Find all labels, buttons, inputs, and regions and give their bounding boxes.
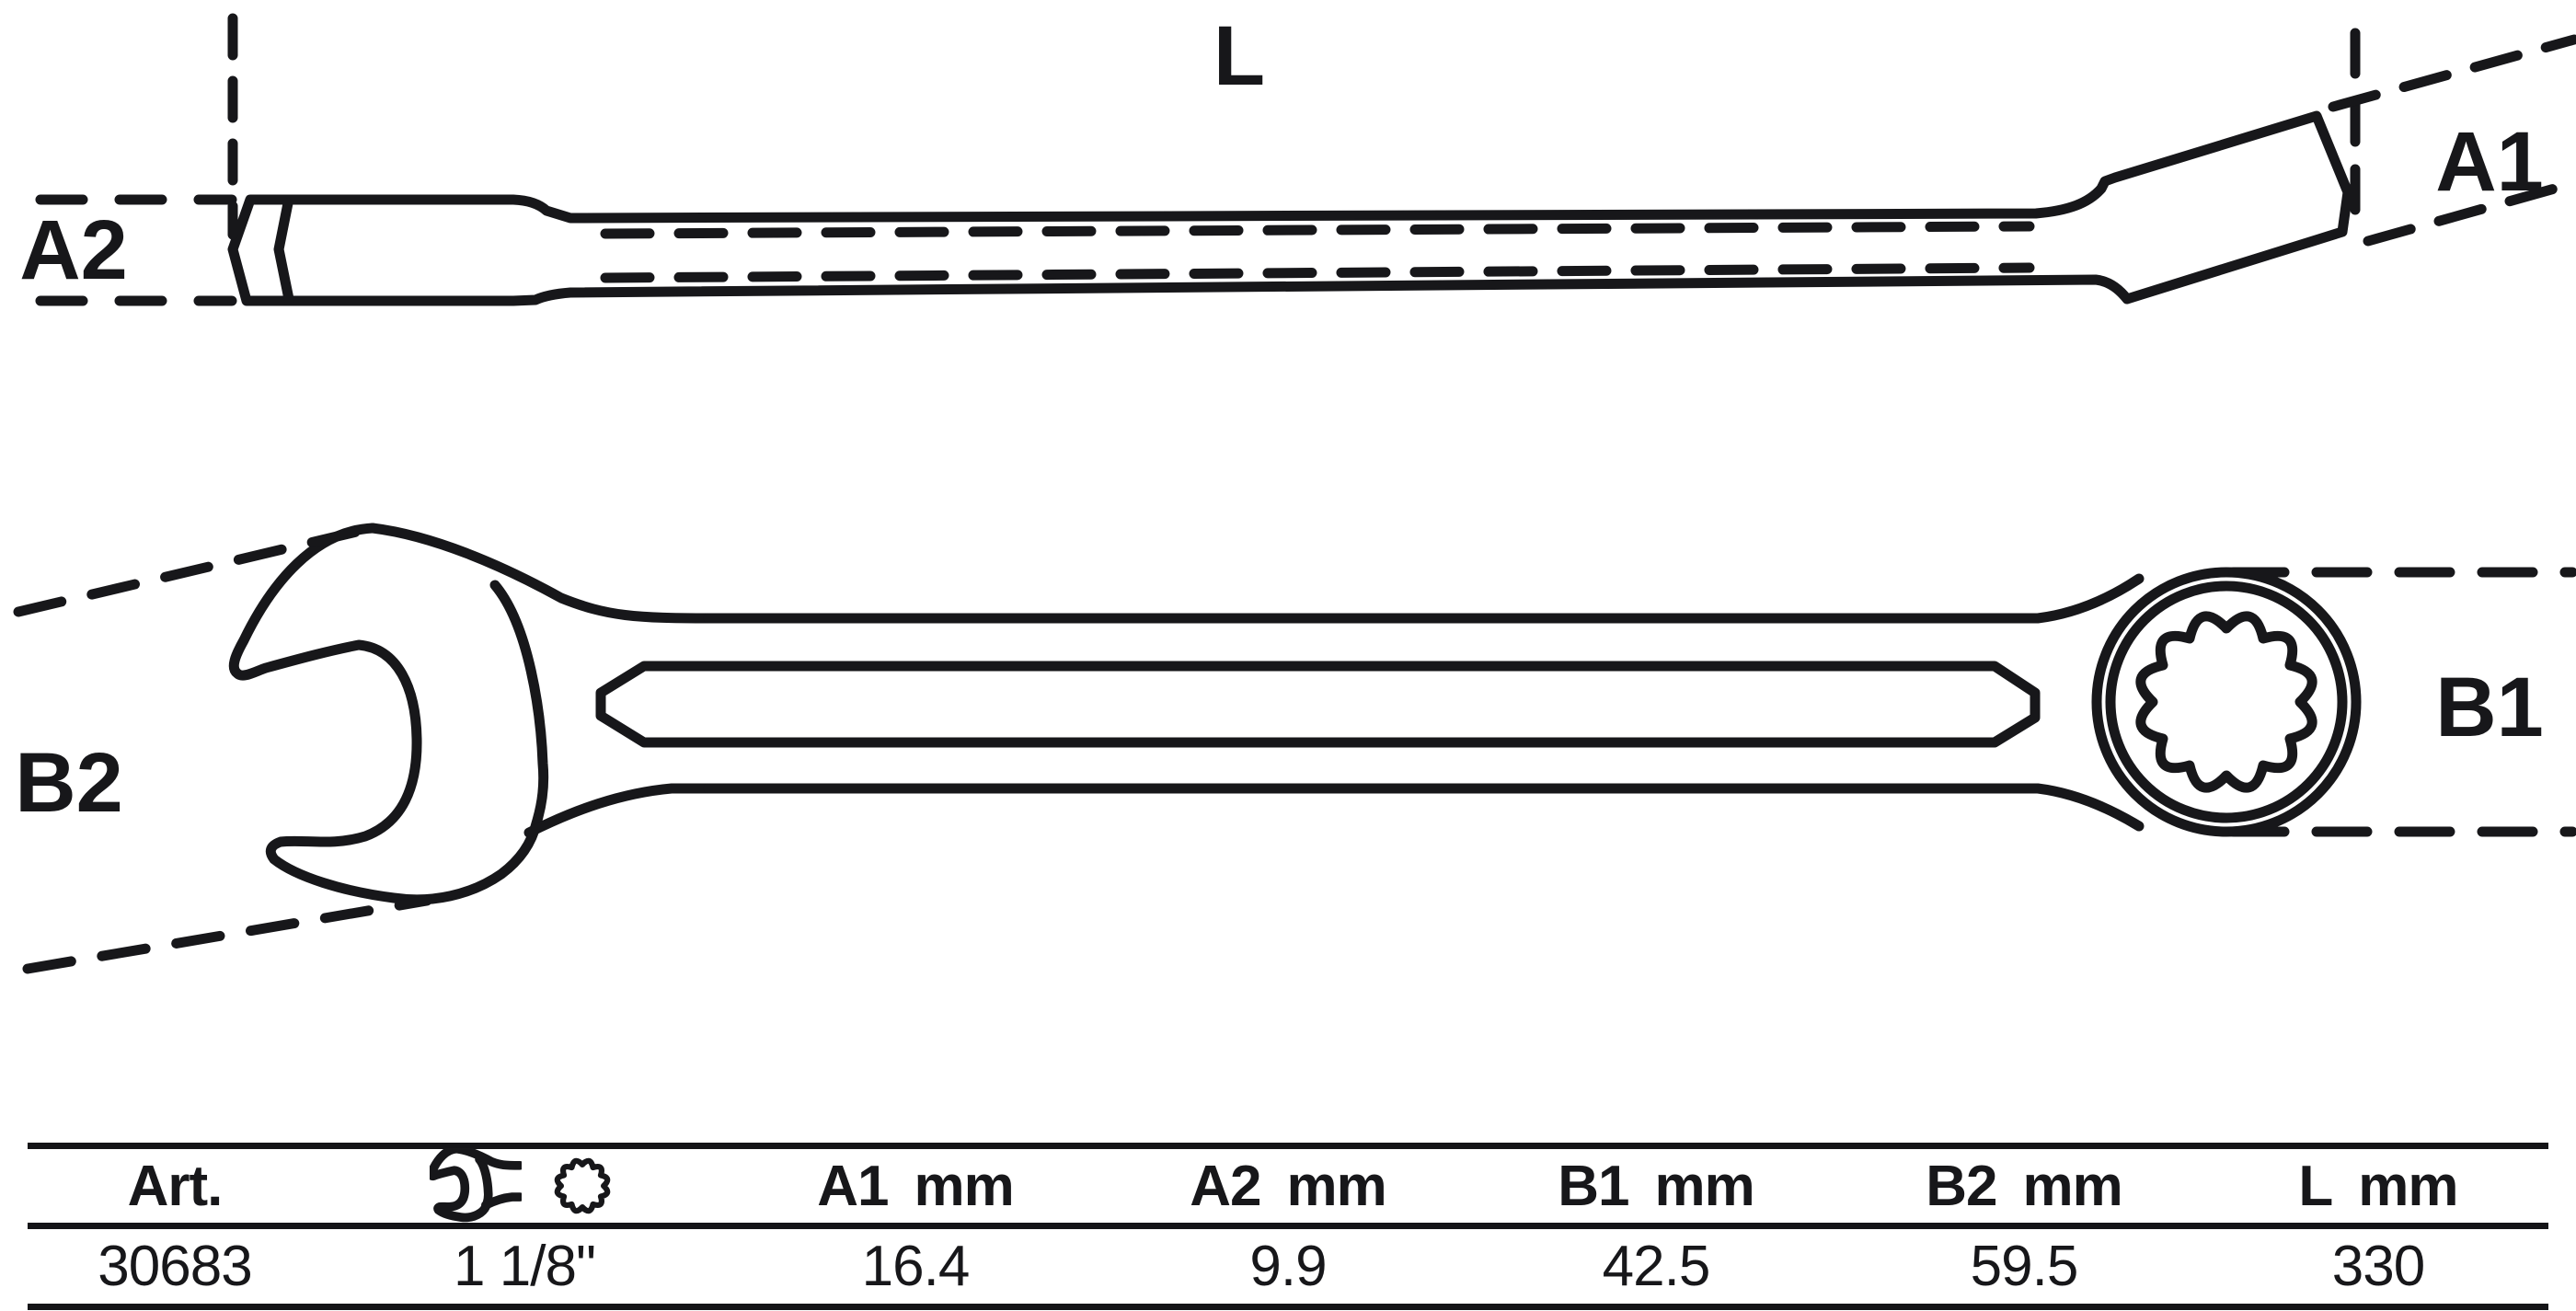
- header-L-dim: L: [2298, 1154, 2333, 1218]
- side-view-drawing: [35, 13, 2576, 306]
- header-L-unit: mm: [2358, 1154, 2458, 1218]
- value-A1: 16.4: [861, 1235, 971, 1298]
- header-A1-unit: mm: [914, 1154, 1015, 1218]
- b2-extension-top: [13, 524, 370, 617]
- header-B2-dim: B2: [1926, 1154, 1997, 1218]
- side-outline: [227, 110, 2353, 306]
- grip-panel: [595, 661, 2041, 748]
- spec-table: Art. A1 mm A2 mm B1 mm B2 mm: [28, 1143, 2548, 1310]
- table-border-top: [28, 1143, 2548, 1149]
- shank-top-edge: [703, 573, 2145, 624]
- shank-bottom-edge: [703, 783, 2145, 832]
- table-value-row: 30683 1 1/8" 16.4 9.9 42.5 59.5 330: [28, 1229, 2548, 1304]
- header-B1-unit: mm: [1654, 1154, 1755, 1218]
- top-view-drawing: [13, 524, 2576, 974]
- b2-extension-bottom: [22, 895, 432, 974]
- side-hidden-edge-bottom: [600, 262, 2035, 283]
- label-B2: B2: [15, 736, 123, 830]
- table-border-bottom: [28, 1304, 2548, 1310]
- value-B1: 42.5: [1602, 1235, 1711, 1298]
- header-B1: B1 mm: [1472, 1154, 1840, 1219]
- label-length-L: L: [1213, 9, 1265, 103]
- open-end-wrench-icon: [431, 1148, 521, 1218]
- a1-extension-top: [2328, 34, 2576, 112]
- ring-outer: [2091, 567, 2362, 837]
- header-A1: A1 mm: [727, 1154, 1104, 1219]
- value-B2: 59.5: [1970, 1235, 2079, 1298]
- value-L: 330: [2331, 1235, 2425, 1298]
- side-hidden-edge-top: [600, 221, 2035, 239]
- header-A2-dim: A2: [1190, 1154, 1261, 1218]
- table-border-middle: [28, 1223, 2548, 1229]
- header-A1-dim: A1: [817, 1154, 889, 1218]
- side-jaw-inner-edge: [273, 198, 294, 305]
- ring-12-point-icon: [554, 1157, 611, 1214]
- label-A2: A2: [19, 203, 128, 297]
- value-size: 1 1/8": [454, 1235, 596, 1298]
- table-header-row: Art. A1 mm A2 mm B1 mm B2 mm: [28, 1148, 2548, 1224]
- header-size-icons: [322, 1148, 727, 1224]
- value-A2: 9.9: [1249, 1235, 1327, 1298]
- a1-extension-bottom: [2363, 178, 2576, 247]
- header-A2: A2 mm: [1104, 1154, 1472, 1219]
- ring-12pt-opening: [2135, 611, 2317, 793]
- open-end-head: [234, 528, 714, 900]
- header-B2: B2 mm: [1840, 1154, 2208, 1219]
- label-A1: A1: [2435, 115, 2544, 209]
- header-B2-unit: mm: [2022, 1154, 2123, 1218]
- label-B1: B1: [2435, 661, 2544, 754]
- header-A2-unit: mm: [1286, 1154, 1387, 1218]
- header-art: Art.: [127, 1154, 224, 1218]
- value-art-number: 30683: [98, 1235, 252, 1298]
- header-B1-dim: B1: [1558, 1154, 1629, 1218]
- ring-inner-bevel: [2105, 581, 2348, 823]
